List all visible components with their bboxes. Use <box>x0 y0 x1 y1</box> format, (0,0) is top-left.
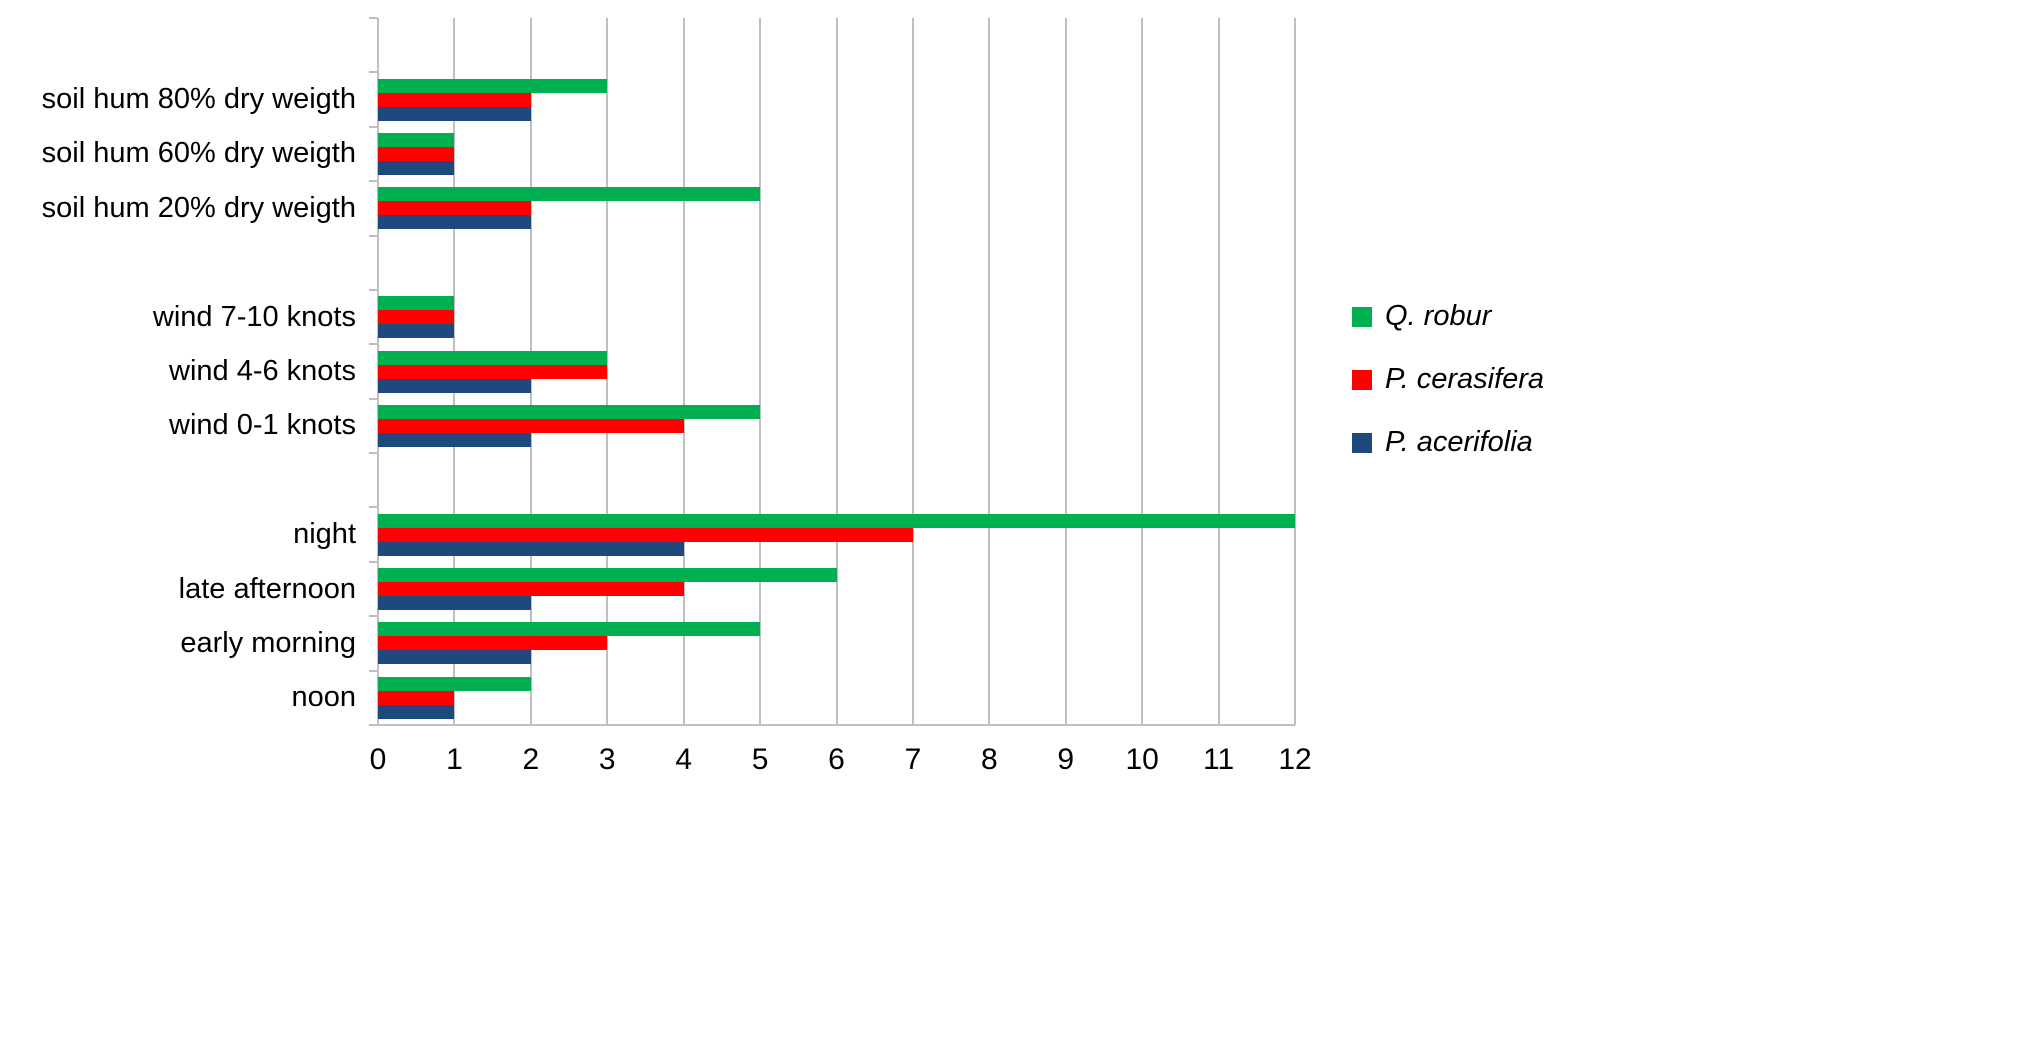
gridline <box>759 18 762 725</box>
category-label: soil hum 80% dry weigth <box>41 83 356 116</box>
bar-q-robur <box>378 78 608 93</box>
y-axis-tick <box>369 125 378 128</box>
bar-q-robur <box>378 132 455 147</box>
legend-swatch-icon <box>1352 369 1372 390</box>
x-axis-line <box>378 724 1295 726</box>
y-axis-tick <box>369 234 378 237</box>
y-axis-tick <box>369 71 378 74</box>
category-label: soil hum 20% dry weigth <box>41 191 356 224</box>
x-tick-label: 0 <box>369 743 387 776</box>
y-axis-tick <box>369 17 378 19</box>
x-tick-label: 3 <box>598 743 616 776</box>
x-tick-label: 9 <box>1057 743 1075 776</box>
bar-p-acerifolia <box>378 432 531 447</box>
gridline <box>835 18 838 725</box>
x-tick-label: 1 <box>446 743 463 776</box>
legend-item: P. cerasifera <box>1352 363 1544 396</box>
x-tick-label: 4 <box>675 743 692 776</box>
x-tick-label: 2 <box>522 743 540 776</box>
y-axis-tick <box>369 397 378 400</box>
legend-label: P. acerifolia <box>1385 426 1533 458</box>
bar-p-acerifolia <box>378 541 684 556</box>
bar-q-robur <box>378 568 837 583</box>
x-tick-label: 6 <box>828 743 845 776</box>
x-tick-label: 10 <box>1125 743 1159 776</box>
legend-item: P. acerifolia <box>1352 426 1544 459</box>
bar-p-acerifolia <box>378 160 455 175</box>
legend-item: Q. robur <box>1352 300 1544 333</box>
bar-q-robur <box>378 676 531 691</box>
bar-p-acerifolia <box>378 650 531 665</box>
category-label: late afternoon <box>178 572 356 605</box>
y-axis-tick <box>369 452 378 455</box>
bar-p-acerifolia <box>378 106 531 121</box>
bar-p-cerasifera <box>378 364 608 379</box>
category-label: wind 7-10 knots <box>152 300 356 333</box>
bar-p-cerasifera <box>378 92 531 107</box>
gridline <box>1217 18 1220 725</box>
legend-label: Q. robur <box>1385 300 1492 332</box>
bar-p-acerifolia <box>378 596 531 611</box>
bar-p-cerasifera <box>378 527 913 542</box>
legend-label: P. cerasifera <box>1385 363 1545 395</box>
bar-q-robur <box>378 350 608 365</box>
y-axis-tick <box>369 724 378 726</box>
bar-q-robur <box>378 513 1295 528</box>
gridline <box>682 18 685 725</box>
gridline <box>606 18 609 725</box>
x-tick-label: 12 <box>1278 743 1312 776</box>
bar-p-cerasifera <box>378 418 684 433</box>
x-tick-label: 8 <box>980 743 998 776</box>
bar-p-cerasifera <box>378 146 455 161</box>
x-tick-label: 11 <box>1203 743 1235 776</box>
bar-q-robur <box>378 622 761 637</box>
gridline <box>911 18 914 725</box>
y-axis-tick <box>369 180 378 183</box>
bar-p-acerifolia <box>378 378 531 393</box>
category-label: noon <box>291 681 356 714</box>
gridline <box>1064 18 1067 725</box>
legend-swatch-icon <box>1352 306 1372 327</box>
bar-p-cerasifera <box>378 582 684 597</box>
gridline <box>988 18 991 725</box>
bar-p-cerasifera <box>378 310 455 325</box>
gridline <box>1294 18 1296 725</box>
bar-q-robur <box>378 296 455 311</box>
bar-p-acerifolia <box>378 215 531 230</box>
category-label: wind 4-6 knots <box>169 354 356 387</box>
category-label: night <box>293 518 356 551</box>
x-tick-label: 5 <box>751 743 769 776</box>
bar-p-cerasifera <box>378 201 531 216</box>
x-tick-label: 7 <box>904 743 922 776</box>
category-label: soil hum 60% dry weigth <box>41 137 356 170</box>
legend: Q. robur P. cerasifera P. acerifolia <box>1352 300 1544 489</box>
y-axis-tick <box>369 669 378 672</box>
y-axis-tick <box>369 615 378 618</box>
bar-p-acerifolia <box>378 704 455 719</box>
bar-p-acerifolia <box>378 324 455 339</box>
legend-swatch-icon <box>1352 432 1372 453</box>
y-axis-tick <box>369 506 378 509</box>
gridline <box>1141 18 1144 725</box>
bar-q-robur <box>378 404 761 419</box>
y-axis-tick <box>369 560 378 563</box>
category-label: early morning <box>180 626 356 659</box>
bar-q-robur <box>378 187 761 202</box>
bar-p-cerasifera <box>378 636 608 651</box>
bar-p-cerasifera <box>378 690 455 705</box>
y-axis-tick <box>369 288 378 291</box>
y-axis-tick <box>369 343 378 346</box>
category-label: wind 0-1 knots <box>169 409 356 442</box>
